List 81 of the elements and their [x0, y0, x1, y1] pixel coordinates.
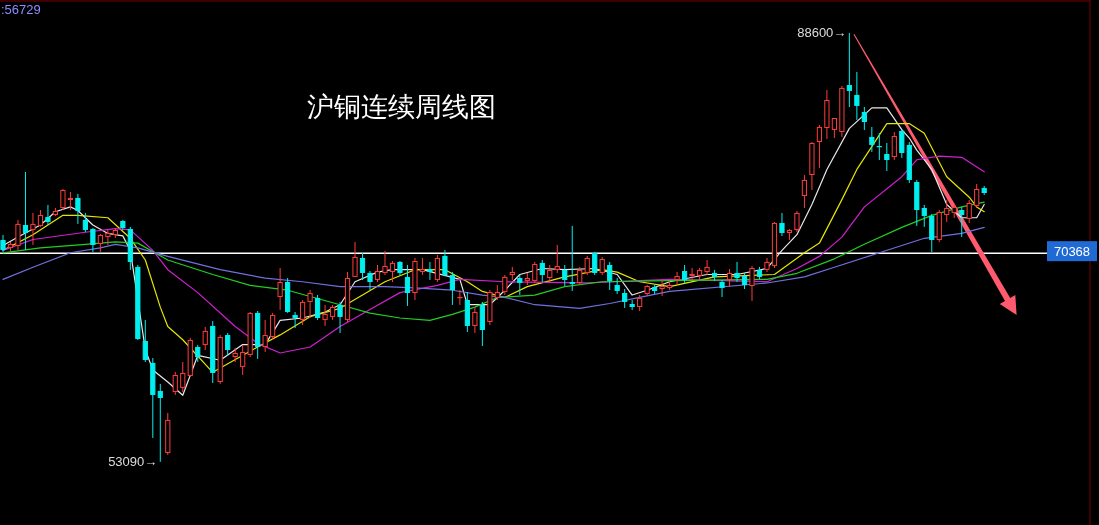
candlestick: [367, 270, 373, 291]
candlestick: [337, 301, 343, 334]
candlestick: [854, 71, 860, 121]
candlestick: [539, 259, 545, 283]
candlestick: [974, 183, 980, 209]
candlestick: [532, 261, 538, 284]
candlestick: [479, 301, 485, 347]
candlestick: [674, 271, 680, 286]
candlestick: [404, 264, 411, 307]
candlestick: [517, 274, 523, 296]
candlestick: [554, 244, 560, 274]
text: 沪铜连续周线图: [306, 91, 496, 122]
candlestick: [966, 199, 972, 224]
candlestick: [959, 206, 965, 238]
candlestick: [921, 204, 927, 228]
candlestick: [442, 249, 448, 277]
candlestick: [142, 319, 148, 363]
candlestick: [689, 267, 695, 281]
candlestick: [300, 299, 306, 326]
candlestick: [75, 193, 81, 225]
candlestick: [30, 212, 36, 246]
candlestick: [876, 132, 882, 161]
candlestick: [434, 254, 441, 283]
candlestick: [389, 260, 396, 283]
candlestick: [270, 312, 276, 341]
ref-line-label: 70368: [1053, 244, 1091, 260]
candlestick: [359, 252, 366, 281]
candlestick: [180, 361, 186, 393]
candlestick: [944, 199, 950, 223]
candlestick: [749, 265, 755, 302]
candlestick: [577, 266, 583, 286]
candlestick: [45, 204, 51, 226]
candlestick: [105, 229, 111, 246]
candlestick: [861, 106, 867, 131]
candlestick: [734, 261, 740, 283]
candlestick: [704, 259, 710, 276]
candlestick: [322, 304, 328, 327]
candlestick: [22, 171, 29, 251]
candlestick: [891, 131, 897, 161]
candlestick: [622, 288, 628, 309]
candlestick: [262, 319, 268, 353]
candlestick: [15, 219, 21, 251]
candlestick: [225, 332, 231, 357]
candlestick: [846, 32, 852, 108]
candlestick: [352, 241, 358, 278]
candlestick: [240, 344, 246, 376]
candlestick: [929, 213, 935, 253]
candlestick: [502, 274, 508, 296]
candlestick: [719, 279, 725, 298]
candlestick: [794, 210, 800, 233]
candlestick: [569, 225, 575, 292]
candlestick: [82, 212, 88, 233]
candlestick: [562, 264, 568, 287]
candlestick: [592, 251, 598, 276]
candlestick: [449, 271, 455, 306]
candlestick: [307, 289, 313, 319]
candlestick: [314, 294, 321, 321]
candlestick: [90, 227, 96, 253]
candlestick: [292, 311, 298, 329]
candlestick: [779, 212, 785, 237]
candlestick: [382, 250, 388, 276]
annotation: :56729: [1, 2, 41, 17]
candlestick: [202, 326, 208, 351]
candlestick: [277, 267, 283, 311]
candlestick: [884, 142, 890, 172]
candlestick: [457, 289, 463, 306]
candlestick: [899, 129, 905, 159]
candlestick: [172, 371, 178, 396]
candlestick: [472, 306, 478, 334]
candlestick: [60, 188, 66, 211]
annotation: 88600→: [797, 24, 847, 40]
candlestick: [831, 117, 837, 139]
candlestick: [869, 126, 875, 153]
candlestick: [816, 124, 823, 169]
candlestick: [427, 261, 433, 281]
candlestick: [801, 174, 808, 209]
annotation: 53090→: [108, 453, 158, 469]
candlestick: [607, 261, 613, 291]
candlestick: [659, 279, 665, 297]
candlestick: [584, 255, 590, 276]
candlestick: [157, 383, 163, 463]
